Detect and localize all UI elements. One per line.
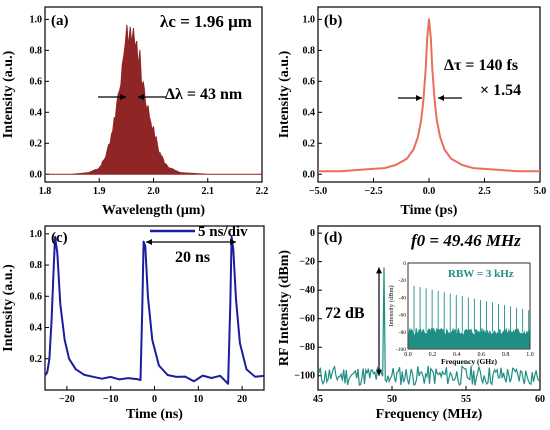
- panel-d-inset: 0.0 0.2 0.4 0.6 0.8 1.0 0 -20 -40 -60 -80 -100 Frequ…: [388, 261, 534, 366]
- panel-b-width-label: Δτ = 140 fs: [444, 57, 518, 74]
- panel-d-ytick-label: 0: [310, 228, 315, 239]
- panel-a-xtick-label: 1.9: [93, 186, 106, 197]
- panel-b-ytick-label: 0.8: [303, 45, 316, 56]
- panel-b-ytick-label: 0.2: [303, 138, 316, 149]
- panel-c-xlabel: Time (ns): [126, 407, 183, 422]
- panel-a-ytick-label: 0.0: [30, 169, 43, 180]
- panel-b-xtick-label: 5.0: [534, 186, 547, 197]
- panel-d-inset-ylabel: Intensity (dBm): [388, 285, 395, 326]
- panel-c-ytick-label: 1.0: [30, 229, 43, 240]
- panel-a-arrow-right-head: [138, 94, 144, 100]
- panel-b-arrow-right-head: [438, 95, 444, 101]
- panel-a-tag: (a): [51, 13, 69, 29]
- panel-a: 1.8 1.9 2.0 2.1 2.2 0.0 0.2 0.4 0.6 0.8 1.0 Wavelen…: [1, 6, 269, 218]
- panel-a-ytick-label: 0.6: [30, 76, 43, 87]
- panel-c-xtick-label: 20: [237, 394, 247, 405]
- panel-c-period-head-right: [230, 239, 236, 245]
- panel-d-tag: (d): [324, 230, 342, 246]
- panel-b-xtick-label: 0.0: [423, 186, 436, 197]
- panel-b-arrow-left-head: [416, 95, 422, 101]
- panel-d-inset-xlabel: Frequency (GHz): [441, 357, 497, 366]
- panel-d-inset-ytick: -100: [396, 347, 406, 353]
- panel-a-xtick-label: 1.8: [39, 186, 52, 197]
- panel-d-inset-ytick: -20: [399, 278, 407, 284]
- panel-d-frame: [317, 225, 541, 391]
- panel-a-width-label: Δλ = 43 nm: [165, 86, 243, 103]
- panel-d-inset-xtick: 0.6: [477, 352, 485, 358]
- panel-d-inset-xtick: 1.0: [526, 352, 534, 358]
- panel-b-tag: (b): [324, 13, 342, 29]
- panel-d-inset-ytick: -60: [399, 313, 407, 319]
- panel-c-xtick-label: 0: [152, 394, 157, 405]
- panel-b-factor-label: × 1.54: [480, 82, 521, 99]
- panel-c-xtick-label: 10: [193, 394, 203, 405]
- panel-a-ytick-label: 0.8: [30, 45, 43, 56]
- panel-d-xtick-label: 50: [387, 394, 397, 405]
- panel-c-period-label: 20 ns: [175, 249, 210, 266]
- panel-a-ytick-label: 1.0: [30, 14, 43, 25]
- panel-d: 45 50 55 60 −100 −80 −60 −40 −20 0 Frequency (MHz)…: [277, 225, 545, 422]
- panel-a-ytick-label: 0.2: [30, 138, 43, 149]
- panel-d-ytick-label: −40: [299, 285, 315, 296]
- panel-a-xtick-label: 2.1: [202, 186, 215, 197]
- panel-d-inset-rbw: RBW = 3 kHz: [448, 268, 514, 280]
- panel-c-ytick-label: 0.2: [30, 354, 43, 365]
- panel-b-ytick-label: 0.4: [303, 107, 316, 118]
- panel-b-xlabel: Time (ps): [401, 203, 458, 218]
- panel-d-ytick-label: −80: [299, 342, 315, 353]
- panel-c-scale-label: 5 ns/div: [198, 224, 248, 240]
- panel-d-xtick-label: 55: [461, 394, 471, 405]
- panel-b-xtick-label: −2.5: [364, 186, 382, 197]
- panel-a-series: [44, 24, 263, 175]
- panel-c-tag: (c): [51, 230, 68, 246]
- panel-d-xtick-label: 60: [535, 394, 545, 405]
- panel-b-xtick-label: 2.5: [478, 186, 491, 197]
- panel-c-period-head-left: [146, 239, 152, 245]
- panel-d-snr-label: 72 dB: [325, 305, 365, 322]
- panel-d-inset-ytick: 0: [403, 261, 406, 267]
- panel-b: −5.0 −2.5 0.0 2.5 5.0 0.0 0.2 0.4 0.6 0.8 1.0 Time …: [277, 6, 547, 218]
- panel-d-xlabel: Frequency (MHz): [376, 407, 483, 422]
- panel-d-snr-head-bottom: [376, 369, 382, 376]
- panel-c-ytick-label: 0.6: [30, 291, 43, 302]
- panel-c-xtick-label: −20: [59, 394, 75, 405]
- panel-d-ytick-label: −20: [299, 257, 315, 268]
- panel-d-ylabel: RF Intensity (dBm): [277, 250, 292, 366]
- panel-c-ytick-label: 0.8: [30, 260, 43, 271]
- panel-a-ytick-label: 0.4: [30, 107, 43, 118]
- panel-d-freq-label: f0 = 49.46 MHz: [411, 231, 521, 250]
- panel-a-xtick-label: 2.2: [256, 186, 269, 197]
- panel-d-ytick-label: −100: [294, 371, 315, 382]
- panel-d-inset-xtick: 0.0: [404, 352, 412, 358]
- panel-a-xtick-label: 2.0: [147, 186, 160, 197]
- panel-c-series: [44, 235, 265, 385]
- panel-d-inset-xtick: 0.4: [453, 352, 461, 358]
- panel-b-ytick-label: 0.6: [303, 76, 316, 87]
- panel-a-ylabel: Intensity (a.u.): [1, 50, 16, 138]
- panel-c-xtick-label: −10: [103, 394, 119, 405]
- panel-d-series: [318, 267, 540, 387]
- panel-d-inset-floor: [408, 327, 530, 349]
- panel-c: −20 −10 0 10 20 0.2 0.4 0.6 0.8 1.0 Time (ns) Inten…: [1, 224, 265, 422]
- panel-d-xtick-label: 45: [313, 394, 323, 405]
- panel-a-arrow-left-head: [120, 94, 126, 100]
- panel-a-xlabel: Wavelength (μm): [102, 203, 206, 218]
- panel-b-series: [318, 18, 540, 173]
- panel-d-inset-ytick: -40: [399, 295, 407, 301]
- panel-d-inset-xtick: 0.2: [429, 352, 437, 358]
- panel-d-ytick-label: −60: [299, 314, 315, 325]
- panel-c-ytick-label: 0.4: [30, 323, 43, 334]
- panel-d-snr-head-top: [376, 267, 382, 274]
- panel-d-inset-ytick: -80: [399, 330, 407, 336]
- panel-b-xtick-label: −5.0: [309, 186, 327, 197]
- panel-b-ytick-label: 1.0: [303, 14, 316, 25]
- panel-a-center-label: λc = 1.96 μm: [160, 12, 252, 31]
- panel-d-inset-xtick: 0.8: [502, 352, 510, 358]
- panel-c-ylabel: Intensity (a.u.): [1, 264, 16, 352]
- panel-b-ylabel: Intensity (a.u.): [277, 50, 292, 138]
- panel-b-ytick-label: 0.0: [303, 169, 316, 180]
